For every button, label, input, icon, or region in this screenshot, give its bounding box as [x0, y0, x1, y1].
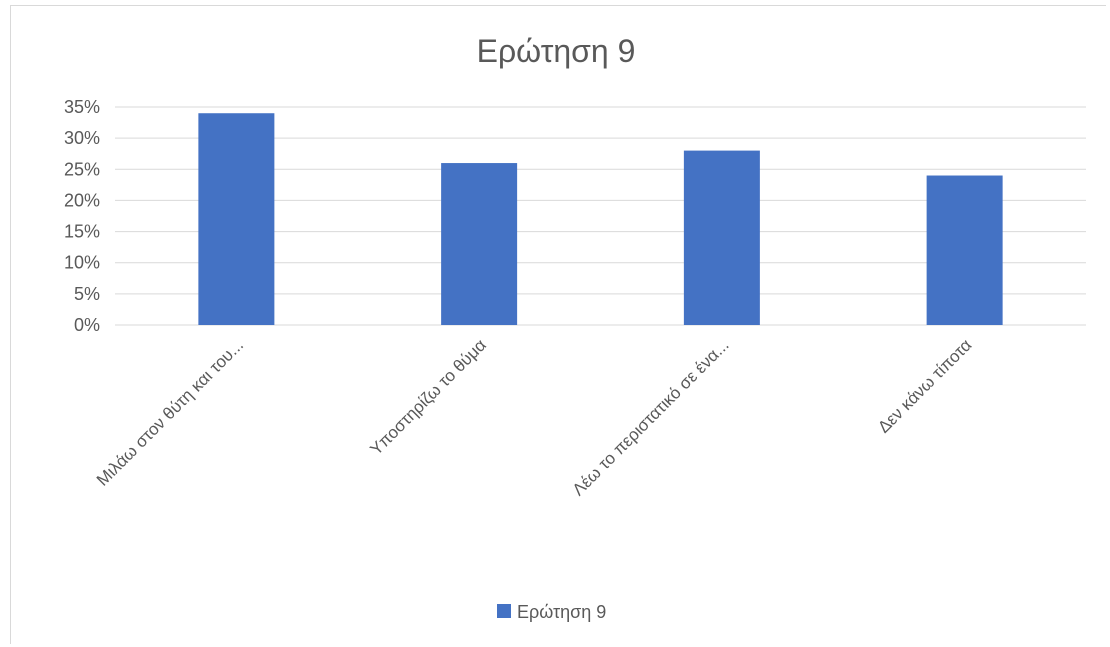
legend: Ερώτηση 9 [497, 602, 606, 622]
legend-swatch [497, 604, 511, 618]
x-category-label: Υποστηρίζω το θύμα [366, 335, 490, 459]
y-tick-label: 20% [64, 190, 100, 210]
bar [683, 150, 760, 325]
bar [198, 113, 275, 325]
chart-title: Ερώτηση 9 [477, 33, 636, 69]
bars [198, 113, 1003, 325]
x-category-label: Μιλάω στον θύτη και του... [93, 335, 247, 489]
bar [926, 175, 1003, 325]
y-tick-label: 5% [74, 284, 100, 304]
y-tick-label: 30% [64, 128, 100, 148]
x-category-label: Λέω το περιστατικό σε ένα... [569, 335, 733, 499]
y-tick-label: 15% [64, 222, 100, 242]
x-axis-categories: Μιλάω στον θύτη και του... Υποστηρίζω το … [93, 335, 976, 499]
y-tick-label: 25% [64, 159, 100, 179]
x-category-label: Δεν κάνω τίποτα [874, 335, 975, 436]
y-tick-label: 10% [64, 253, 100, 273]
bar [441, 163, 518, 325]
gridlines [115, 106, 1086, 326]
y-tick-label: 35% [64, 97, 100, 117]
legend-label: Ερώτηση 9 [517, 602, 606, 622]
chart-frame [10, 5, 1106, 644]
y-axis-ticks: 0% 5% 10% 15% 20% 25% 30% 35% [64, 97, 100, 335]
y-tick-label: 0% [74, 315, 100, 335]
